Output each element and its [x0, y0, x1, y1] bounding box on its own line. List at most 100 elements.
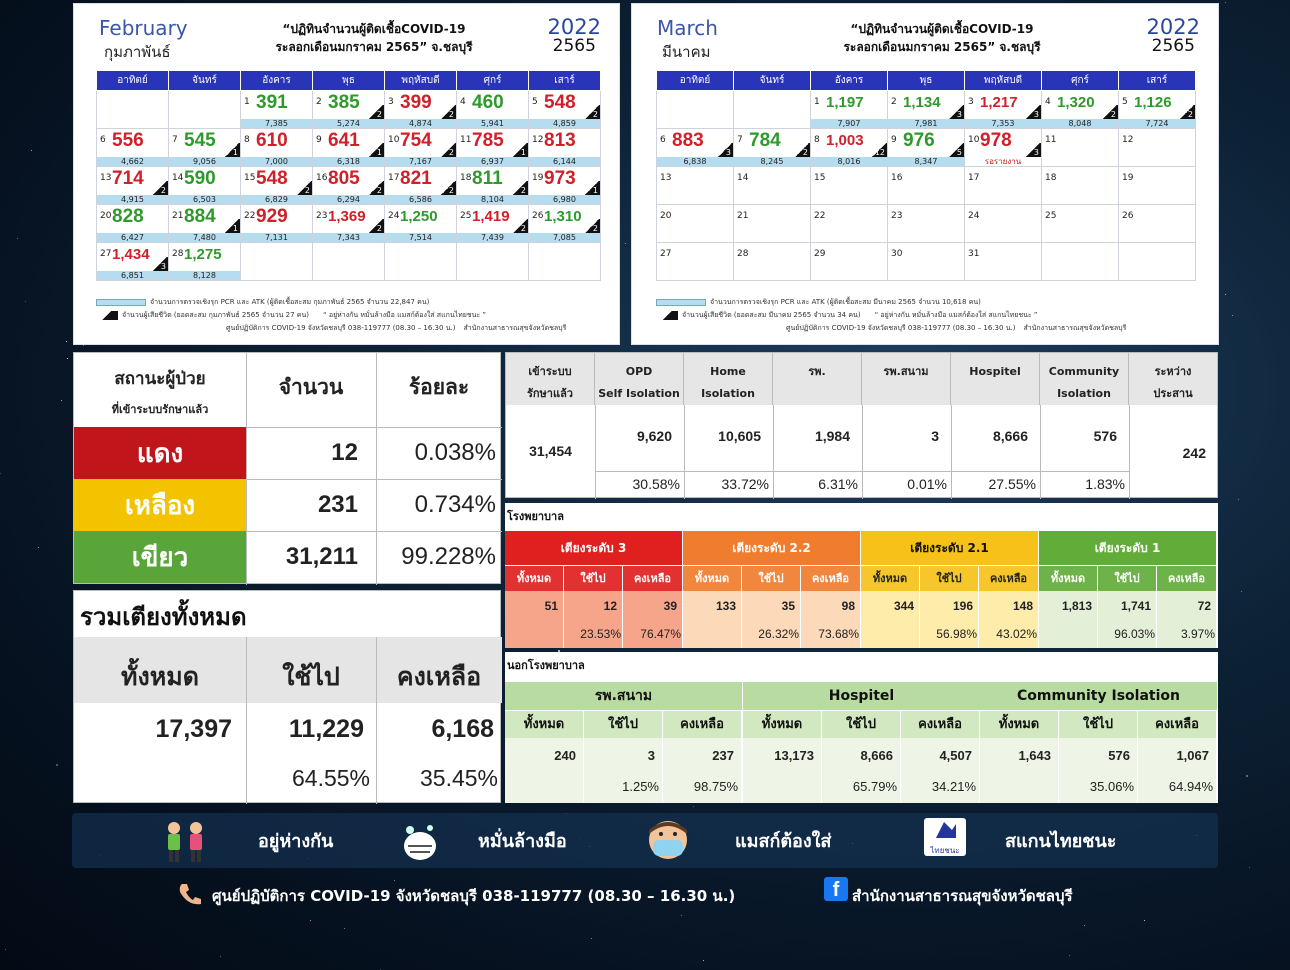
calendar-title: “ปฏิทินจำนวนผู้ติดเชื้อCOVID-19 ระลอกเดือ… [792, 20, 1092, 56]
bed-value: 1,813 [1061, 599, 1092, 613]
facebook-icon[interactable]: f [824, 877, 848, 901]
treatment-table: เข้าระบบ รักษาแล้ว OPD Self Isolation Home Is… [505, 352, 1218, 499]
outside-group-header: Community Isolation [980, 682, 1218, 710]
day-cell: 23 [887, 204, 965, 243]
daily-cases: 828 [112, 206, 144, 227]
day-number: 24 [388, 211, 400, 221]
death-marker: 3 [152, 257, 168, 271]
day-cell: 24 [964, 204, 1042, 243]
legend-contact-row: ศูนย์ปฏิบัติการ COVID-19 จังหวัดชลบุรี 0… [96, 322, 601, 335]
outside-pct: 65.79% [852, 779, 897, 794]
death-marker: 2 [584, 105, 600, 119]
outside-cell [822, 738, 901, 803]
death-count: 2 [1110, 110, 1116, 119]
treatment-header-line2: รักษาแล้ว [526, 387, 573, 400]
severity-row-line [74, 427, 502, 428]
daily-cases: 1,275 [184, 246, 222, 263]
daily-tests: 7,000 [241, 157, 312, 166]
day-cell: 19 973 1 6,980 [528, 166, 601, 205]
daily-tests: 4,662 [97, 157, 168, 166]
treatment-cell-border [595, 471, 684, 472]
outside-cell [1059, 738, 1138, 803]
day-number: 7 [172, 135, 178, 145]
treatment-header-line2: Isolation [701, 387, 755, 400]
death-marker: 2 [296, 181, 312, 195]
month-name-th: มีนาคม [662, 43, 711, 61]
day-number: 27 [100, 249, 112, 259]
daily-tests: 6,980 [529, 195, 600, 204]
facebook-page[interactable]: สำนักงานสาธารณสุขจังหวัดชลบุรี [852, 887, 1073, 905]
day-cell: 7 784 2 8,245 [733, 128, 811, 167]
day-number: 22 [814, 211, 826, 221]
star [61, 399, 63, 401]
star [1237, 499, 1239, 500]
legend-deaths-row: จำนวนผู้เสียชีวิต (ยอดสะสม กุมภาพันธ์ 25… [96, 309, 601, 322]
slogan-distance: อยู่ห่างกัน [258, 831, 334, 852]
death-count: 2 [592, 224, 598, 233]
outside-pct: 35.06% [1089, 779, 1134, 794]
calendar-legend: จำนวนการตรวจเชิงรุก PCR และ ATK (ผู้ติดเ… [656, 296, 1196, 335]
death-marker: 2 [512, 181, 528, 195]
bed-sub-header: ใช้ไป [564, 565, 623, 591]
day-cell: 12 [1118, 128, 1196, 167]
death-marker: 3 [948, 105, 964, 119]
week-row: 6 556 4,662 7 545 1 9,056 8 610 7,000 9 641 1 6,318 10… [96, 128, 601, 167]
legend-contact-row: ศูนย์ปฏิบัติการ COVID-19 จังหวัดชลบุรี 0… [656, 322, 1196, 335]
day-number: 15 [814, 173, 826, 183]
outside-hospital-table: นอกโรงพยาบาล รพ.สนาม ทั้งหมด 240 ใช้ไป 3 1.25%… [505, 652, 1218, 803]
total-beds-header-band [74, 637, 502, 703]
total-beds-used-pct: 64.55% [291, 765, 370, 791]
week-row: 27 28 29 30 31 [656, 242, 1196, 281]
march-calendar: March มีนาคม “ปฏิทินจำนวนผู้ติดเชื้อCOVID-… [631, 3, 1219, 345]
day-cell: 31 [964, 242, 1042, 281]
bed-cell [801, 591, 861, 648]
total-beds-all-value: 17,397 [155, 715, 232, 743]
daily-tests: 7,085 [529, 233, 600, 242]
week-row: 1 391 7,385 2 385 2 5,274 3 399 2 4,874 4 460 5,941 5 5… [96, 90, 601, 129]
slogan-band [72, 813, 1218, 868]
star [4, 949, 6, 951]
total-beds-left-pct: 35.45% [419, 765, 498, 791]
severity-header-pct: ร้อยละ [408, 375, 470, 399]
weekday-header: อาทิตย์ [656, 70, 734, 91]
treatment-value: 10,605 [718, 428, 761, 444]
day-cell: 21 884 1 7,480 [168, 204, 241, 243]
treatment-header-line1: เข้าระบบ [528, 365, 572, 378]
treatment-header-line2: Isolation [1057, 387, 1111, 400]
weekday-header: อังคาร [240, 70, 313, 91]
daily-cases: 391 [256, 92, 288, 113]
day-cell: 11 [1041, 128, 1119, 167]
day-number: 31 [968, 249, 980, 259]
day-cell: 10 978 3 รอรายงาน [964, 128, 1042, 167]
daily-cases: 460 [472, 92, 504, 113]
treatment-header-line2: ประสาน [1153, 387, 1193, 400]
daily-tests: 6,144 [529, 157, 600, 166]
day-number: 30 [891, 249, 903, 259]
day-number: 16 [316, 173, 328, 183]
daily-cases: 785 [472, 130, 504, 151]
outside-sub-header: ทั้งหมด [980, 710, 1059, 738]
day-cell [312, 242, 385, 281]
daily-tests: 8,048 [1042, 119, 1118, 128]
star [1084, 925, 1085, 927]
total-beds-header-all: ทั้งหมด [121, 662, 199, 691]
bed-cell [742, 591, 801, 648]
bed-sub-header: คงเหลือ [801, 565, 861, 591]
outside-pct: 34.21% [931, 779, 976, 794]
daily-tests: 7,167 [385, 157, 456, 166]
daily-cases: 1,197 [826, 94, 864, 111]
day-cell: 16 [887, 166, 965, 205]
day-number: 24 [968, 211, 980, 221]
day-cell: 3 399 2 4,874 [384, 90, 457, 129]
outside-sub-header: คงเหลือ [901, 710, 980, 738]
bed-value: 12 [603, 599, 617, 613]
daily-cases: 545 [184, 130, 216, 151]
legend-deaths-swatch [656, 310, 678, 320]
star [1069, 954, 1071, 956]
treatment-header-line1: ระหว่าง [1154, 365, 1192, 378]
contact-hotline[interactable]: ศูนย์ปฏิบัติการ COVID-19 จังหวัดชลบุรี 0… [212, 887, 736, 905]
calendar-header: February กุมภาพันธ์ “ปฏิทินจำนวนผู้ติดเชื้… [74, 4, 619, 68]
death-count: 2 [1187, 110, 1193, 119]
day-cell: 3 1,217 3 7,353 [964, 90, 1042, 129]
bed-cell [623, 591, 683, 648]
